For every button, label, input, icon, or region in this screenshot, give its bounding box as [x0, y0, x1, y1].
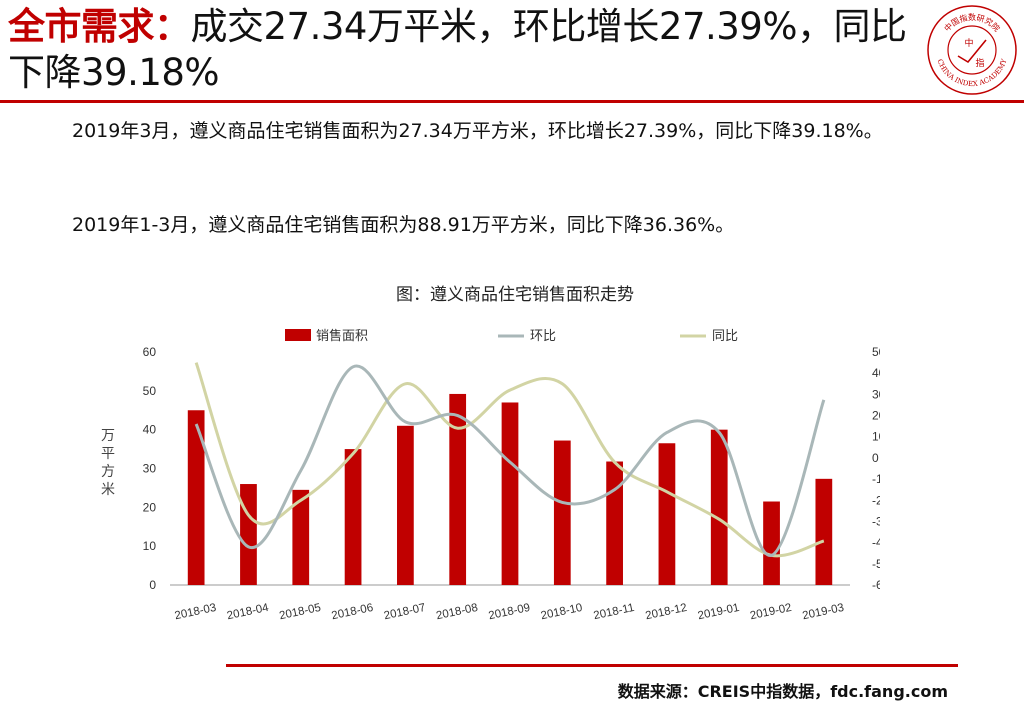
- y-axis-label-char: 方: [101, 463, 115, 479]
- bar-sales-area: [553, 440, 571, 585]
- x-tick-label: 2018-08: [435, 602, 479, 623]
- legend-label-yoy: 同比: [712, 328, 738, 343]
- y2-tick-label: 10: [872, 430, 880, 444]
- y-tick-label: 10: [143, 539, 157, 553]
- y2-tick-label: 50: [872, 345, 880, 359]
- bar-sales-area: [187, 410, 205, 585]
- x-tick-label: 2018-11: [593, 602, 636, 622]
- x-tick-label: 2019-02: [749, 602, 793, 623]
- y-axis-label-char: 万: [101, 427, 115, 443]
- y-tick-label: 30: [143, 462, 157, 476]
- bar-sales-area: [449, 393, 467, 585]
- x-tick-label: 2018-09: [487, 602, 531, 623]
- bar-sales-area: [397, 425, 414, 585]
- summary-paragraph-quarterly: 2019年1-3月，遵义商品住宅销售面积为88.91万平方米，同比下降36.36…: [72, 214, 735, 236]
- y-axis-label-char: 米: [101, 481, 115, 497]
- x-tick-label: 2018-03: [174, 602, 218, 623]
- title-keyword: 全市需求：: [8, 5, 191, 48]
- academy-logo: 中国指数研究院 CHINA INDEX ACADEMY 中 指: [927, 5, 1017, 95]
- x-tick-label: 2019-01: [697, 602, 741, 623]
- title-divider: [0, 100, 1024, 103]
- line-yoy: [194, 362, 825, 558]
- x-tick-label: 2018-06: [331, 602, 375, 623]
- svg-text:CHINA INDEX ACADEMY: CHINA INDEX ACADEMY: [935, 58, 1008, 88]
- bar-sales-area: [344, 449, 362, 585]
- legend-label-sales-area: 销售面积: [316, 328, 368, 343]
- bar-sales-area: [658, 443, 676, 585]
- line-mom: [194, 364, 826, 557]
- bar-sales-area: [815, 478, 833, 585]
- y2-tick-label: -60: [872, 578, 880, 592]
- data-source: 数据来源：CREIS中指数据，fdc.fang.com: [617, 682, 948, 701]
- x-tick-label: 2018-07: [383, 602, 427, 623]
- logo-arc-text: CHINA INDEX ACADEMY: [935, 58, 1008, 88]
- y2-tick-label: -30: [872, 514, 880, 528]
- y-tick-label: 40: [143, 423, 157, 437]
- logo-center-bottom: 指: [975, 57, 984, 69]
- x-tick-label: 2019-03: [801, 602, 845, 623]
- x-tick-label: 2018-12: [644, 602, 688, 623]
- summary-paragraph-monthly: 2019年3月，遵义商品住宅销售面积为27.34万平方米，环比增长27.39%，…: [72, 120, 883, 142]
- bar-sales-area: [763, 501, 780, 585]
- y2-tick-label: -40: [872, 536, 880, 550]
- y2-tick-label: -50: [872, 557, 880, 571]
- y-tick-label: 50: [143, 384, 157, 398]
- logo-center-top: 中: [964, 37, 973, 49]
- footer-divider: [226, 664, 958, 667]
- bar-sales-area: [292, 489, 310, 585]
- y2-tick-label: 40: [872, 366, 880, 380]
- y-axis-label-char: 平: [101, 445, 115, 461]
- page-title: 全市需求：成交27.34万平米，环比增长27.39%，同比下降39.18%: [8, 4, 913, 96]
- sales-area-chart: 图：遵义商品住宅销售面积走势 0 10 20 30 40 50 60 50 40 30 20 10 0 -…: [80, 280, 880, 640]
- y2-tick-label: -20: [872, 493, 880, 507]
- bar-sales-area: [501, 402, 519, 585]
- x-tick-label: 2018-10: [540, 602, 584, 623]
- x-tick-label: 2018-05: [278, 602, 322, 623]
- logo-top-text: 中国指数研究院: [942, 12, 1002, 33]
- y2-tick-label: 30: [872, 387, 880, 401]
- svg-text:中国指数研究院: 中国指数研究院: [942, 12, 1002, 33]
- y-tick-label: 20: [143, 500, 157, 514]
- y-tick-label: 0: [149, 578, 156, 592]
- legend-swatch-sales-area: [285, 329, 311, 341]
- chart-title: 图：遵义商品住宅销售面积走势: [396, 285, 634, 305]
- y2-tick-label: -10: [872, 472, 880, 486]
- chart-canvas: 0 10 20 30 40 50 60 50 40 30 20 10 0 -10 -20 -30 -40 -50 -…: [101, 328, 880, 623]
- y2-tick-label: 0: [872, 451, 879, 465]
- y-tick-label: 60: [143, 345, 157, 359]
- y2-tick-label: 20: [872, 409, 880, 423]
- x-tick-label: 2018-04: [226, 602, 270, 623]
- bar-sales-area: [606, 461, 623, 585]
- bar-sales-area: [710, 429, 728, 585]
- title-text: 成交27.34万平米，环比增长27.39%，同比下降39.18%: [8, 5, 907, 94]
- bar-sales-area: [240, 484, 257, 585]
- legend-label-mom: 环比: [530, 328, 556, 343]
